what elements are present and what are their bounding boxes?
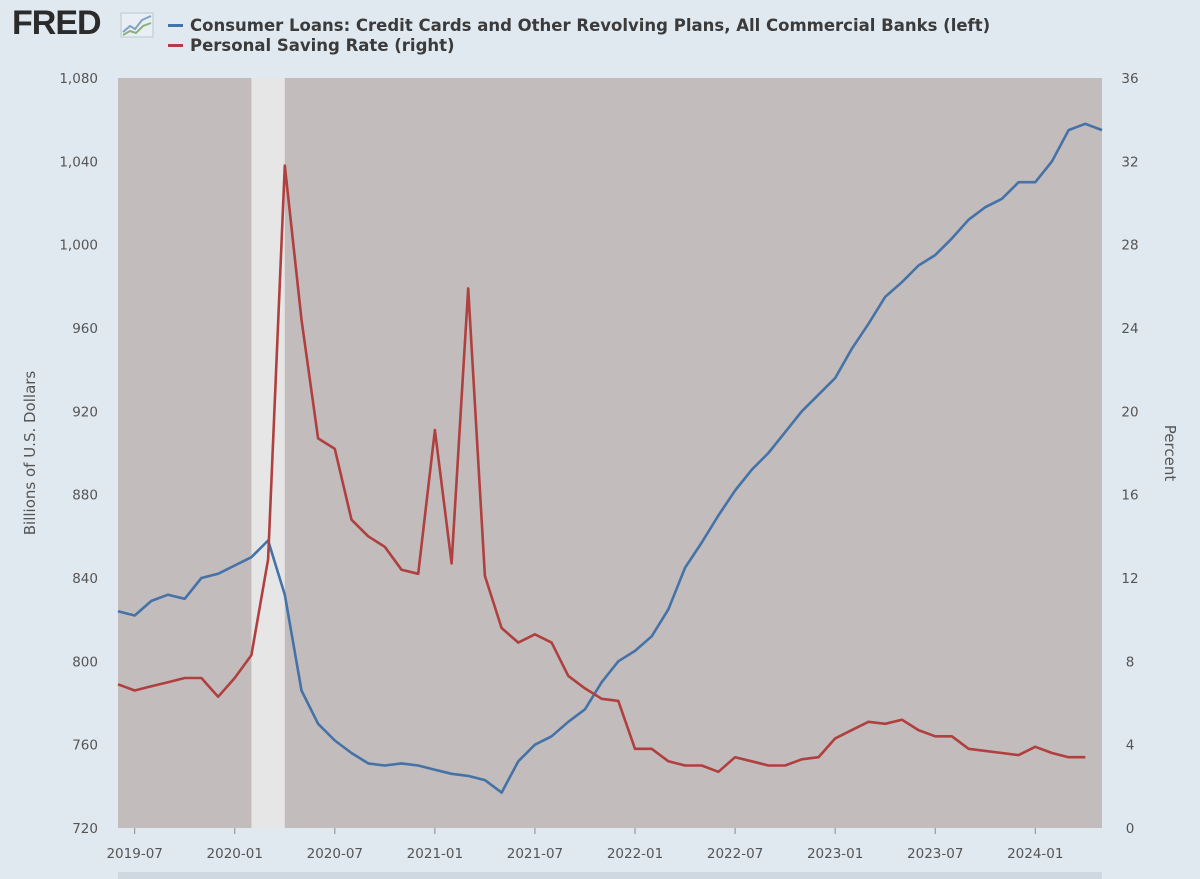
navigator-scrollbar[interactable] [118,872,1102,879]
legend-label-saving-rate: Personal Saving Rate (right) [190,35,455,55]
y-left-tick-label: 880 [72,488,98,504]
x-tick-label: 2023-01 [807,846,863,862]
recession-band [251,78,285,828]
y-right-tick-label: 0 [1126,821,1135,837]
y-right-tick-label: 36 [1121,71,1138,87]
y-left-tick-label: 920 [72,404,98,420]
y-left-tick-label: 840 [72,571,98,587]
y-left-tick-label: 960 [72,321,98,337]
y-left-tick-label: 760 [72,738,98,754]
y-right-tick-label: 16 [1121,488,1138,504]
x-tick-label: 2020-01 [207,846,263,862]
y-right-axis-title: Percent [1161,425,1179,482]
x-tick-label: 2022-01 [607,846,663,862]
y-right-tick-label: 12 [1121,571,1138,587]
x-tick-label: 2019-07 [106,846,162,862]
legend-item-saving-rate[interactable]: Personal Saving Rate (right) [168,34,455,56]
line-graph-icon [120,12,154,38]
x-tick-label: 2022-07 [707,846,763,862]
chart-header: FRED Consumer Loans: Credit Cards and Ot… [0,0,1200,62]
series-line-credit-cards [117,122,1103,794]
y-left-tick-label: 1,040 [59,154,98,170]
y-right-tick-label: 28 [1121,238,1138,254]
tick-label-layer: 2019-07 2020-01 2020-07 2021-01 2021-07 2022-… [59,71,1138,862]
y-right-tick-label: 20 [1121,404,1138,420]
y-right-tick-label: 8 [1126,654,1135,670]
x-tick-label: 2024-01 [1007,846,1063,862]
fred-logo[interactable]: FRED [12,4,102,42]
y-left-tick-label: 800 [72,654,98,670]
series-layer [117,122,1103,794]
y-left-tick-label: 1,000 [59,238,98,254]
axis-ticks-layer [134,828,1036,834]
x-tick-label: 2023-07 [907,846,963,862]
legend-swatch-saving-rate [168,43,183,47]
y-right-tick-label: 32 [1121,154,1138,170]
legend-label-credit-cards: Consumer Loans: Credit Cards and Other R… [190,15,991,35]
y-right-tick-label: 24 [1121,321,1138,337]
recession-band-layer [251,78,285,828]
y-left-tick-label: 720 [72,821,98,837]
series-line-saving-rate [117,164,1086,774]
y-left-axis-title: Billions of U.S. Dollars [21,371,39,536]
legend-item-credit-cards[interactable]: Consumer Loans: Credit Cards and Other R… [168,14,990,36]
x-tick-label: 2020-07 [307,846,363,862]
legend-swatch-credit-cards [168,23,183,27]
y-right-tick-label: 4 [1126,738,1135,754]
x-tick-label: 2021-01 [407,846,463,862]
y-left-tick-label: 1,080 [59,71,98,87]
x-tick-label: 2021-07 [507,846,563,862]
